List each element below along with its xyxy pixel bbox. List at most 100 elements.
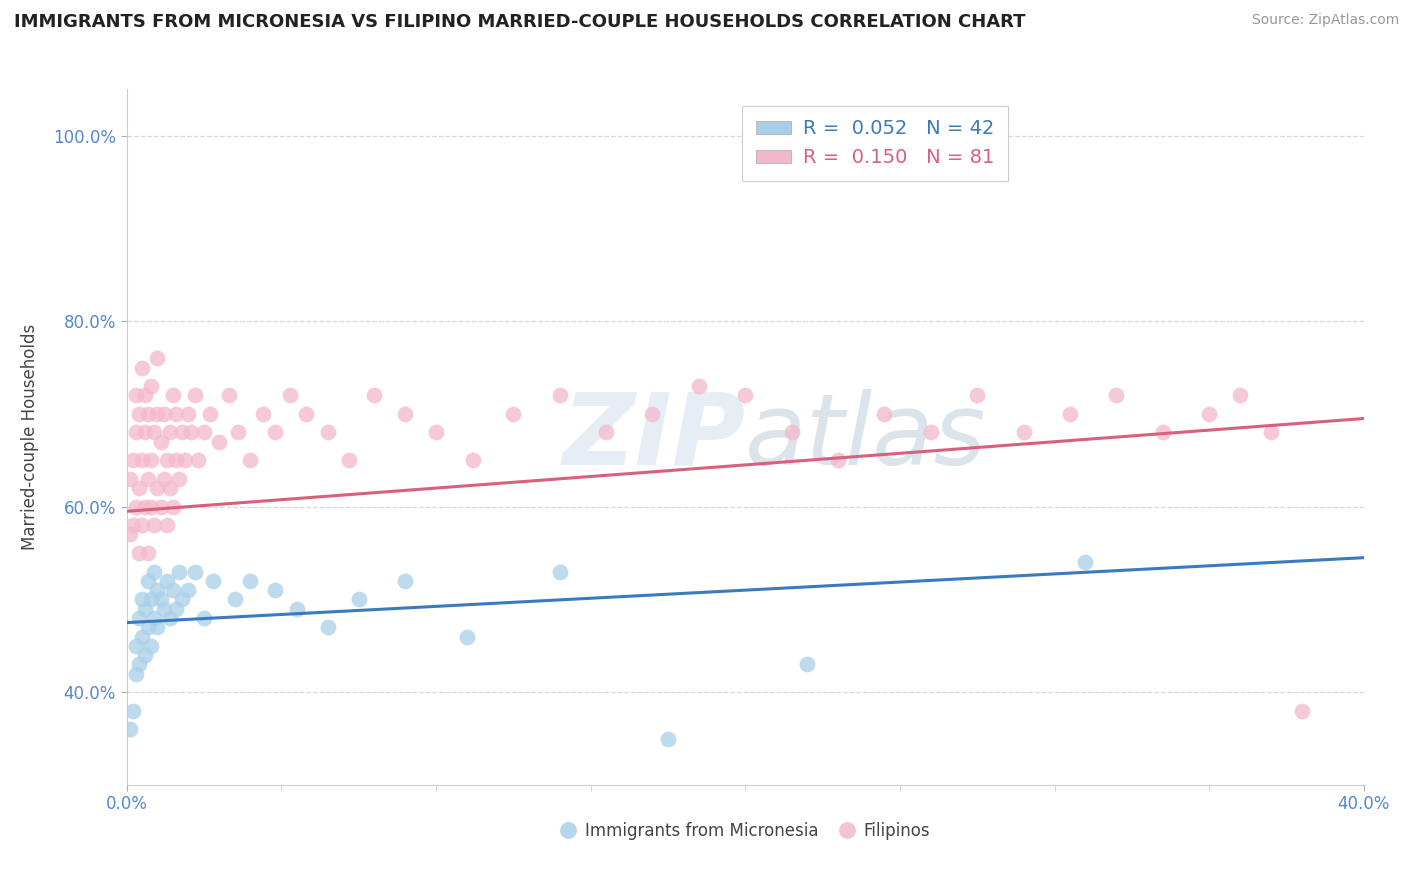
Point: [141, 639, 163, 653]
Point: [316, 620, 339, 634]
Point: [548, 565, 571, 579]
Point: [146, 351, 169, 366]
Point: [202, 574, 225, 588]
Point: [136, 407, 159, 421]
Point: [264, 583, 287, 598]
Point: [183, 388, 205, 402]
Point: [136, 472, 159, 486]
Point: [125, 639, 148, 653]
Point: [688, 379, 710, 393]
Point: [425, 425, 447, 440]
Point: [337, 453, 360, 467]
Point: [152, 407, 174, 421]
Point: [134, 648, 156, 662]
Point: [1260, 425, 1282, 440]
Point: [165, 407, 187, 421]
Point: [131, 360, 153, 375]
Point: [183, 565, 205, 579]
Text: Source: ZipAtlas.com: Source: ZipAtlas.com: [1251, 13, 1399, 28]
Point: [128, 657, 150, 672]
Point: [873, 407, 896, 421]
Point: [134, 425, 156, 440]
Point: [226, 425, 249, 440]
Point: [162, 583, 184, 598]
Point: [502, 407, 524, 421]
Point: [156, 453, 179, 467]
Point: [363, 388, 385, 402]
Point: [143, 565, 166, 579]
Legend: Immigrants from Micronesia, Filipinos: Immigrants from Micronesia, Filipinos: [554, 815, 936, 847]
Point: [146, 583, 169, 598]
Point: [394, 574, 416, 588]
Point: [128, 611, 150, 625]
Point: [1012, 425, 1035, 440]
Point: [136, 546, 159, 560]
Point: [159, 425, 181, 440]
Point: [218, 388, 240, 402]
Point: [134, 601, 156, 615]
Point: [152, 472, 174, 486]
Point: [118, 723, 141, 737]
Point: [172, 425, 194, 440]
Point: [162, 500, 184, 514]
Point: [193, 611, 215, 625]
Point: [131, 453, 153, 467]
Point: [128, 546, 150, 560]
Point: [1074, 555, 1097, 569]
Point: [121, 518, 143, 533]
Point: [285, 601, 308, 615]
Point: [128, 481, 150, 495]
Point: [208, 434, 231, 449]
Point: [128, 407, 150, 421]
Point: [141, 500, 163, 514]
Point: [394, 407, 416, 421]
Y-axis label: Married-couple Households: Married-couple Households: [21, 324, 39, 550]
Point: [141, 592, 163, 607]
Point: [152, 601, 174, 615]
Point: [125, 425, 148, 440]
Point: [1152, 425, 1174, 440]
Point: [456, 630, 478, 644]
Point: [252, 407, 274, 421]
Point: [239, 574, 262, 588]
Point: [264, 425, 287, 440]
Point: [125, 388, 148, 402]
Point: [162, 388, 184, 402]
Point: [780, 425, 803, 440]
Point: [1229, 388, 1251, 402]
Point: [149, 434, 172, 449]
Point: [131, 518, 153, 533]
Point: [177, 583, 200, 598]
Point: [165, 453, 187, 467]
Point: [198, 407, 221, 421]
Point: [131, 630, 153, 644]
Point: [193, 425, 215, 440]
Point: [149, 500, 172, 514]
Point: [146, 620, 169, 634]
Text: ZIP: ZIP: [562, 389, 745, 485]
Text: atlas: atlas: [745, 389, 987, 485]
Point: [280, 388, 302, 402]
Point: [180, 425, 202, 440]
Point: [167, 472, 190, 486]
Point: [136, 574, 159, 588]
Point: [143, 611, 166, 625]
Point: [316, 425, 339, 440]
Point: [641, 407, 664, 421]
Point: [131, 592, 153, 607]
Point: [734, 388, 756, 402]
Point: [177, 407, 200, 421]
Point: [827, 453, 849, 467]
Point: [657, 731, 679, 746]
Point: [347, 592, 370, 607]
Point: [920, 425, 942, 440]
Point: [1291, 704, 1313, 718]
Point: [159, 611, 181, 625]
Point: [295, 407, 318, 421]
Point: [595, 425, 617, 440]
Point: [143, 518, 166, 533]
Point: [136, 620, 159, 634]
Point: [224, 592, 246, 607]
Point: [134, 500, 156, 514]
Point: [146, 407, 169, 421]
